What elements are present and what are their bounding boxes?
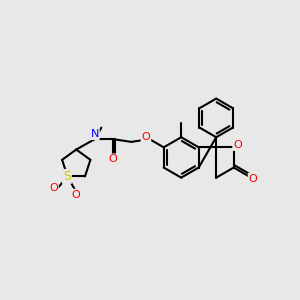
Text: N: N <box>91 129 99 139</box>
Text: O: O <box>233 140 242 150</box>
Text: S: S <box>63 170 71 183</box>
Text: O: O <box>49 183 58 193</box>
Text: O: O <box>142 132 150 142</box>
Text: O: O <box>249 174 257 184</box>
Text: O: O <box>71 190 80 200</box>
Text: O: O <box>109 154 118 164</box>
